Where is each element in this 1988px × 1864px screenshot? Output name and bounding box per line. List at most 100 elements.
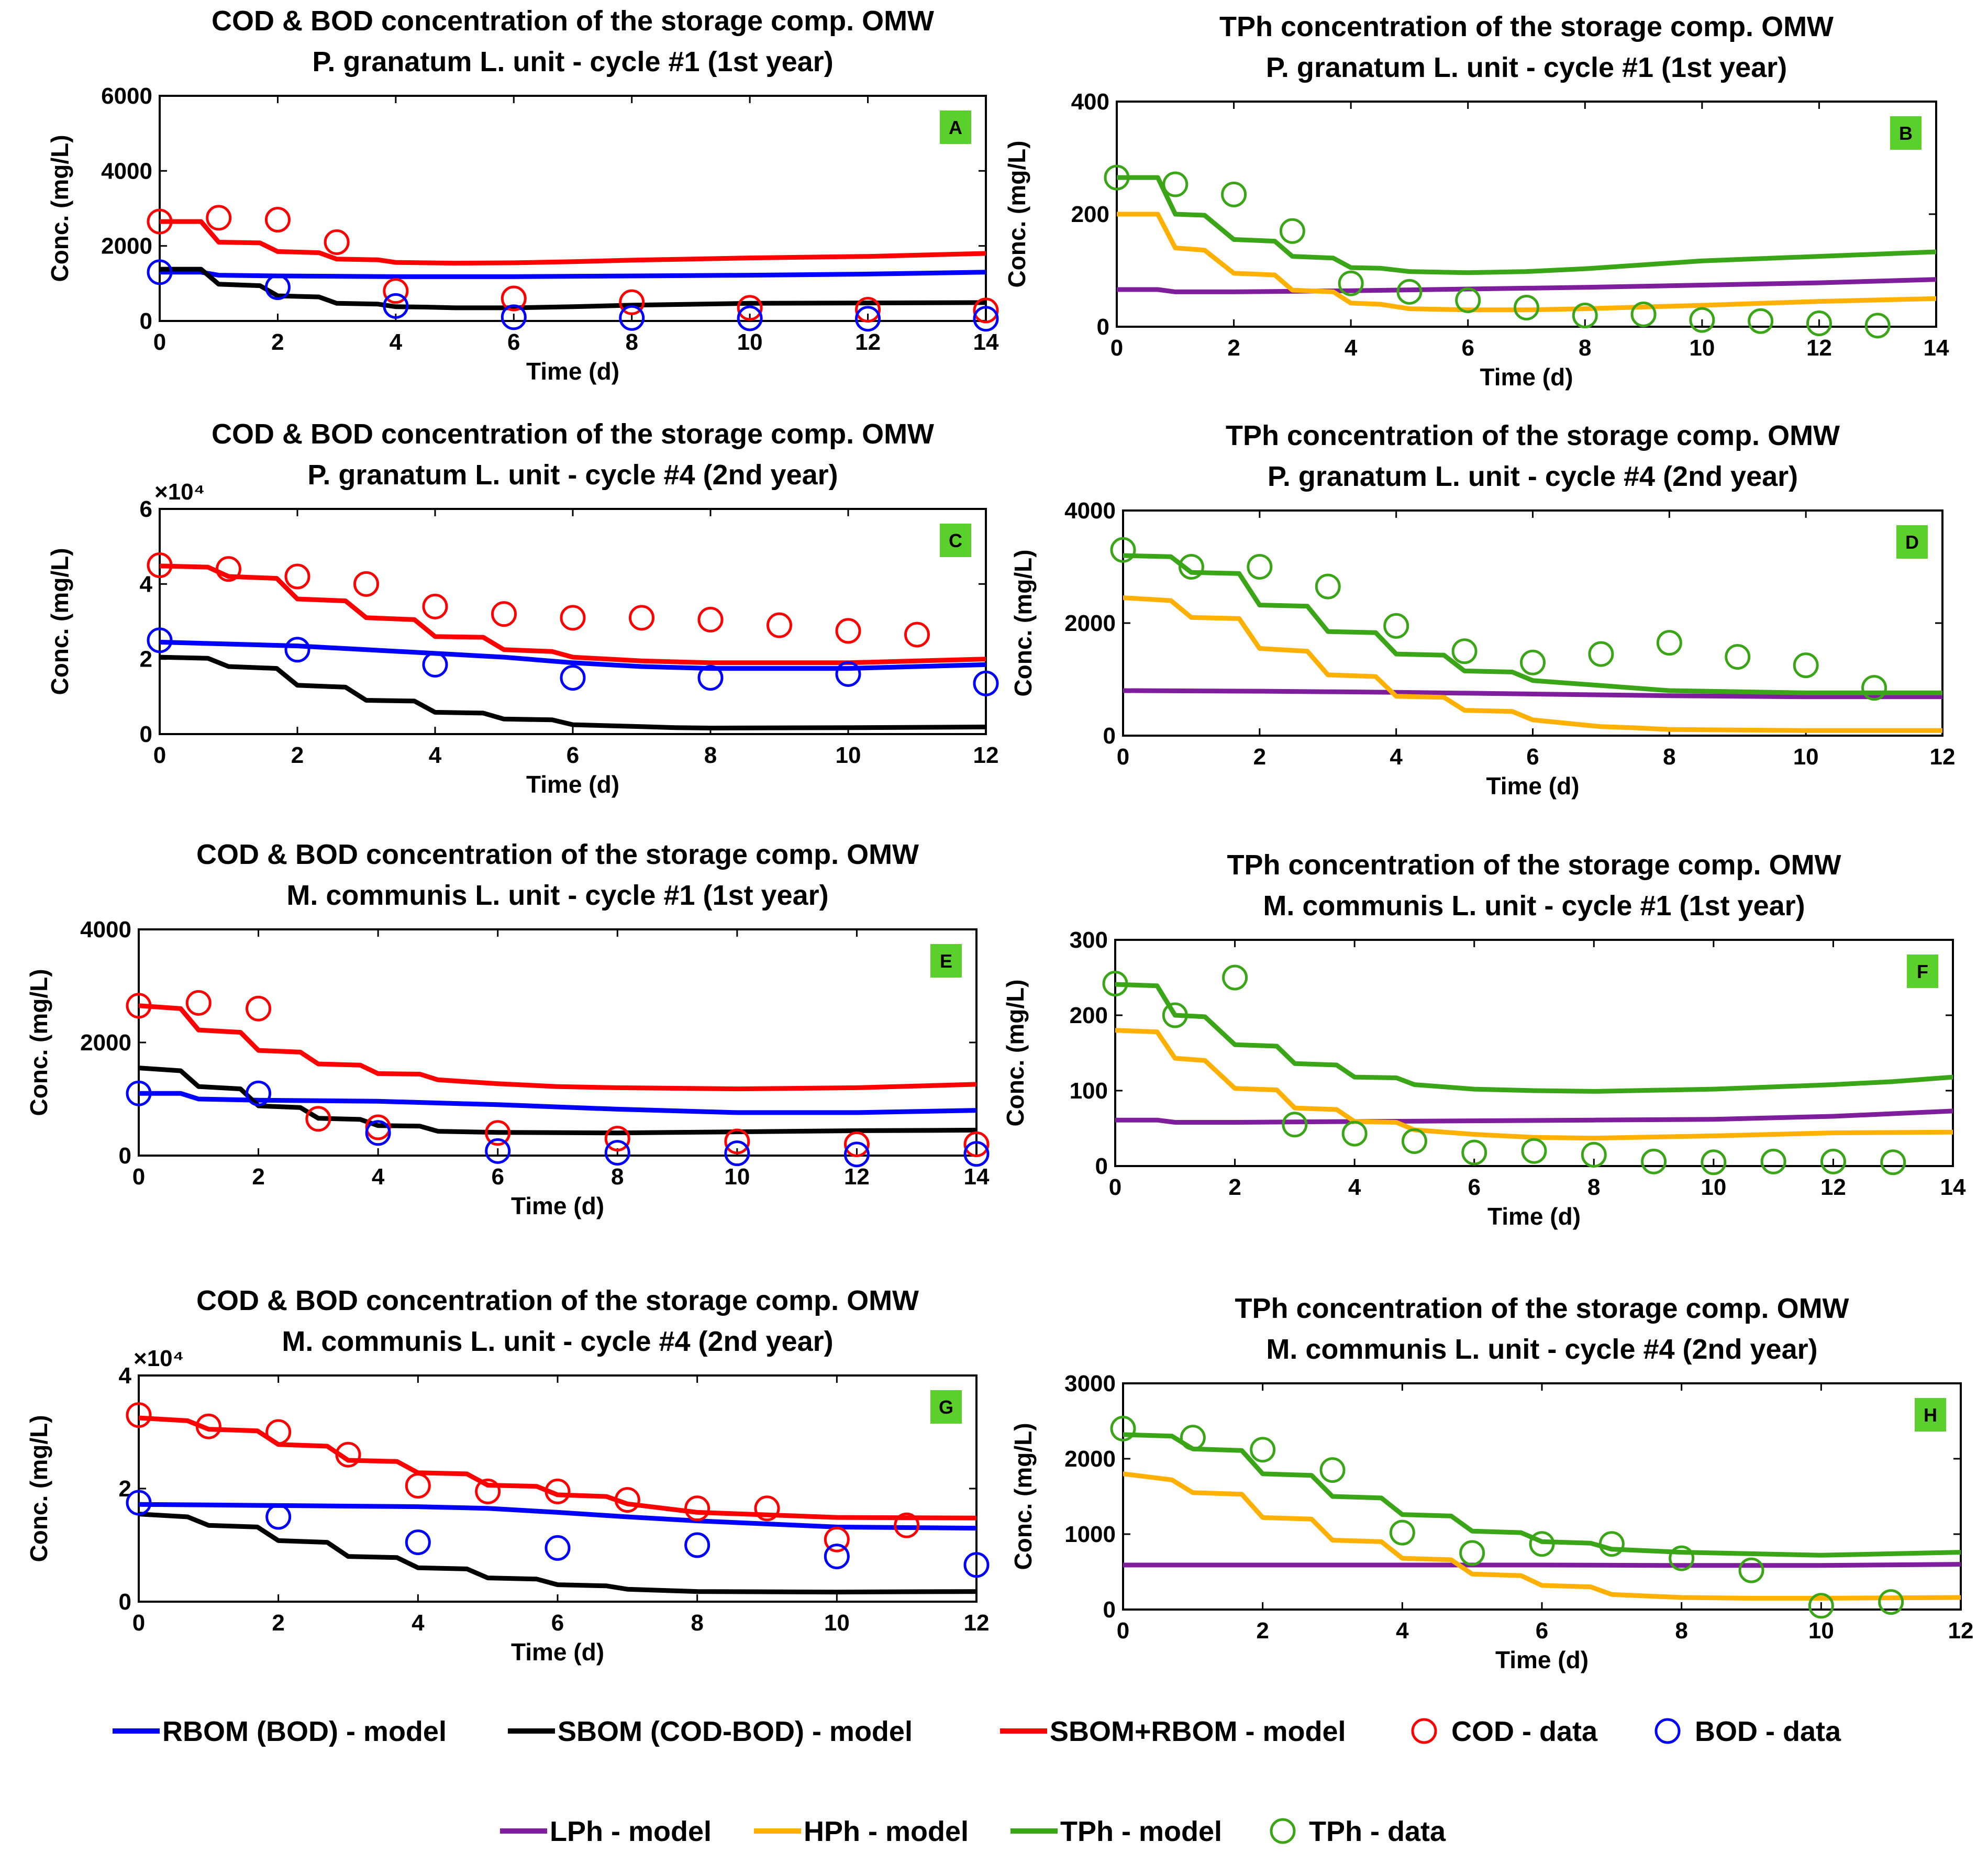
panel-g-series-bod-point [405,1529,431,1556]
panel-a-xlabel: Time (d) [526,358,619,385]
panel-d-xtick-label: 2 [1253,744,1266,770]
panel-g-series-cod-point [335,1441,361,1468]
panel-d-series-tph-data-point [1451,638,1478,664]
panel-b-series-tph-data-point [1514,294,1539,320]
legend-label-bod: BOD - data [1695,1716,1841,1747]
panel-c-xtick-label: 4 [429,742,442,768]
panel-a: COD & BOD concentration of the storage c… [46,5,999,385]
panel-e-data [139,1003,976,1136]
panel-f-series-tph-data-point [1581,1141,1607,1168]
panel-b-xtick-label: 10 [1689,335,1715,361]
panel-f-series-tph-data-point [1461,1139,1487,1166]
panel-c-badge-label: C [949,530,962,551]
panel-a-series-cod-point [737,295,763,321]
panel-e-ytick-label: 2000 [80,1030,131,1056]
panel-e-series-bod-point [724,1140,750,1167]
panel-h-ylabel: Conc. (mg/L) [1009,1423,1037,1570]
panel-f-series-tph-data-point [1222,964,1248,991]
panel-d-ytick-label: 2000 [1064,611,1116,636]
panel-b-xtick-label: 2 [1227,335,1240,361]
panel-d-badge-label: D [1905,531,1919,553]
panel-a-series-bod-point [737,305,763,331]
panel-h-xtick-label: 12 [1948,1618,1974,1644]
panel-a-series-bod-point [147,259,173,285]
panel-e-series-bod-point [485,1138,511,1164]
panel-g-series-cod-point [684,1495,710,1522]
panel-a-series-bod-point [973,306,999,332]
panel-g-xtick-label: 2 [272,1610,284,1636]
panel-h-ytick-label: 1000 [1064,1522,1116,1547]
panel-d-series-tph-data-point [1861,675,1887,701]
panel-b-series-tph-data-point [1104,164,1130,191]
panel-c-series-bod-point [835,661,861,687]
panel-e-xtick-label: 14 [964,1164,990,1190]
panel-a-series-bod-point [383,293,409,319]
panel-h-series-tph-data-point [1808,1593,1834,1619]
panel-h-xtick-label: 8 [1675,1618,1687,1644]
panel-c-series-bod-point [697,665,724,691]
panel-a-ytick-label: 6000 [101,83,152,109]
panel-b-series-lph-line [1117,277,1936,294]
panel-h-series-lph-line [1123,1562,1961,1568]
panel-h-badge [1915,1398,1946,1432]
legend-marker-tph-data [1270,1818,1296,1844]
panel-e-ylabel: Conc. (mg/L) [25,969,52,1116]
panel-e-series-sbom-line [139,1066,976,1136]
panel-g-series-cod-point [265,1419,292,1445]
panel-g-xtick-label: 10 [824,1610,850,1636]
panel-g-title-line-1: COD & BOD concentration of the storage c… [196,1285,919,1316]
panel-a-title-line-2: P. granatum L. unit - cycle #1 (1st year… [312,46,833,77]
panel-b-series-tph-data-point [1396,279,1423,305]
panel-a-xtick-label: 14 [973,329,999,355]
panel-g-xtick-label: 4 [412,1610,425,1636]
panel-g-series-rbom-line [139,1502,976,1531]
panel-f-xtick-label: 10 [1701,1174,1726,1200]
panel-a-badge-label: A [949,117,962,138]
panel-e-series-cod-point [365,1114,391,1140]
panel-h-series-tph-data-point [1180,1425,1206,1451]
panel-a-series-cod-point [264,207,291,232]
panel-c-series-cod-point [422,593,448,619]
panel-b-series-tph-data-point [1806,310,1832,337]
panel-b-xtick-label: 6 [1461,335,1474,361]
panel-c-xtick-label: 8 [704,742,717,768]
panel-g-xlabel: Time (d) [511,1638,604,1666]
panel-d-series-tph-data-point [1110,537,1136,563]
panel-c-xtick-label: 6 [567,742,579,768]
panel-a-ytick-label: 4000 [101,158,152,184]
panel-e-ytick-label: 4000 [80,917,131,942]
panel-g-series-cod-point [195,1413,221,1439]
panel-e-series-bod-point [246,1080,272,1106]
panel-g-xtick-label: 12 [964,1610,990,1636]
panel-g-xtick-label: 8 [691,1610,703,1636]
legend-item-tph-data: TPh - data [1270,1816,1446,1847]
panel-f-series-tph-data-point [1641,1148,1667,1174]
panel-g-ytick-label: 0 [119,1589,131,1615]
panel-h-series-tph-data-point [1319,1457,1346,1483]
panel-g-series-cod-point [545,1478,571,1504]
panel-f-data [1115,982,1953,1141]
panel-b-series-tph-data-point [1338,270,1364,296]
panel-c-series-cod-point [767,612,792,638]
panel-g-title-line-2: M. communis L. unit - cycle #4 (2nd year… [282,1326,833,1357]
panel-b-series-tph-data-point [1864,313,1891,339]
panel-d-series-hph-line [1123,595,1942,733]
panel-c-series-cod-point [284,563,310,590]
panel-c-xtick-label: 12 [973,742,999,768]
panel-b-xtick-label: 0 [1110,335,1123,361]
panel-c-xlabel: Time (d) [526,771,619,798]
legend-item-sbom: SBOM (COD-BOD) - model [508,1716,913,1747]
panel-b-badge [1890,116,1922,150]
panel-a-series-bod-point [619,305,645,331]
panel-f-badge [1907,955,1938,988]
panel-e-series-sbom-rbom-line [139,1003,976,1092]
panel-b-ytick-label: 200 [1071,202,1109,227]
panel-h-series-tph-data-point [1459,1540,1485,1566]
panel-f: TPh concentration of the storage comp. O… [1002,849,1966,1230]
panel-f-title-line-2: M. communis L. unit - cycle #1 (1st year… [1263,890,1805,922]
panel-h-series-tph-data-point [1598,1531,1625,1557]
legend-label-tph: TPh - model [1060,1816,1222,1847]
panel-a-xtick-label: 6 [507,329,520,355]
panel-e-xtick-label: 8 [611,1164,624,1190]
